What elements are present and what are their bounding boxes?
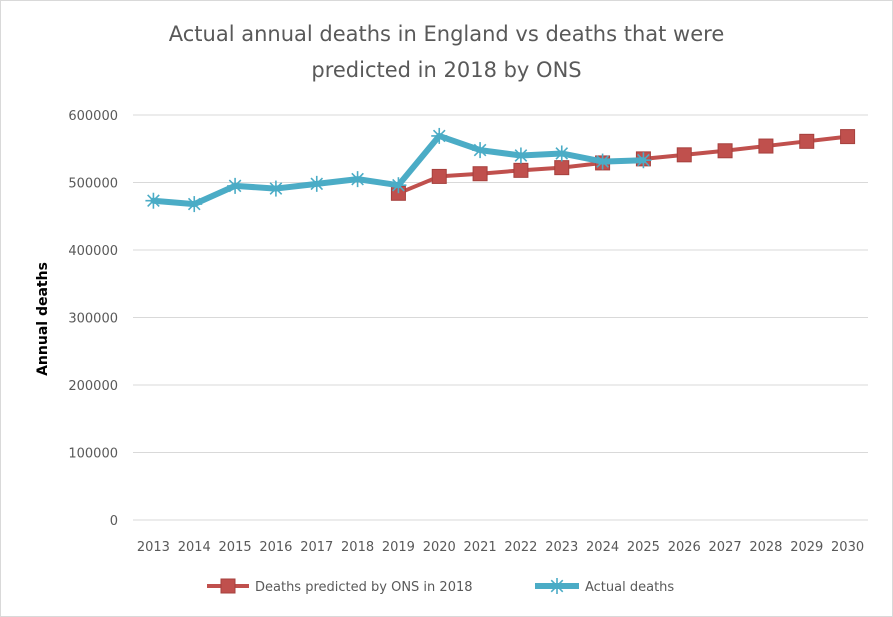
x-tick-label-2027: 2027 <box>709 540 742 555</box>
legend-label-1: Actual deaths <box>585 580 674 595</box>
y-axis-ticks: 0 100000 200000 300000 400000 500000 600000 <box>68 109 118 529</box>
x-tick-label-2022: 2022 <box>504 540 537 555</box>
data-point-1-2018 <box>350 171 366 187</box>
y-tick-label-300000: 300000 <box>68 312 118 327</box>
data-point-1-2022 <box>513 148 529 164</box>
y-axis-label: Annual deaths <box>35 262 51 376</box>
x-tick-label-2029: 2029 <box>790 540 823 555</box>
x-tick-label-2026: 2026 <box>668 540 701 555</box>
data-point-0-2021 <box>473 167 487 181</box>
x-tick-label-2030: 2030 <box>831 540 864 555</box>
legend-marker-1 <box>549 578 565 594</box>
x-tick-label-2023: 2023 <box>545 540 578 555</box>
x-tick-label-2017: 2017 <box>300 540 333 555</box>
data-point-1-2020 <box>431 128 447 144</box>
gridlines <box>133 115 868 520</box>
data-point-0-2029 <box>800 134 814 148</box>
data-point-1-2021 <box>472 142 488 158</box>
series-0 <box>391 130 854 201</box>
data-point-1-2025 <box>635 152 651 168</box>
x-tick-label-2021: 2021 <box>464 540 497 555</box>
data-point-1-2015 <box>227 178 243 194</box>
legend-marker-0 <box>221 579 235 593</box>
y-tick-label-500000: 500000 <box>68 177 118 192</box>
x-tick-label-2015: 2015 <box>219 540 252 555</box>
data-point-0-2028 <box>759 139 773 153</box>
x-tick-label-2013: 2013 <box>137 540 170 555</box>
data-point-1-2013 <box>145 193 161 209</box>
x-axis-ticks: 2013 2014 2015 2016 2017 2018 2019 2020 2021 2022… <box>137 540 864 555</box>
data-point-1-2019 <box>390 177 406 193</box>
data-point-1-2024 <box>595 154 611 170</box>
data-point-0-2023 <box>555 161 569 175</box>
y-tick-label-200000: 200000 <box>68 379 118 394</box>
data-point-1-2017 <box>309 176 325 192</box>
legend-label-0: Deaths predicted by ONS in 2018 <box>255 580 473 595</box>
data-point-1-2014 <box>186 196 202 212</box>
data-point-1-2023 <box>554 145 570 161</box>
data-point-0-2020 <box>432 169 446 183</box>
data-point-1-2016 <box>268 181 284 197</box>
y-tick-label-100000: 100000 <box>68 447 118 462</box>
y-tick-label-400000: 400000 <box>68 244 118 259</box>
x-tick-label-2028: 2028 <box>749 540 782 555</box>
x-tick-label-2019: 2019 <box>382 540 415 555</box>
x-tick-label-2025: 2025 <box>627 540 660 555</box>
chart-svg: 0 100000 200000 300000 400000 500000 600000 20… <box>0 0 893 617</box>
legend: Deaths predicted by ONS in 2018 Actual de… <box>207 578 674 595</box>
x-tick-label-2014: 2014 <box>178 540 211 555</box>
y-tick-label-0: 0 <box>110 514 118 529</box>
x-tick-label-2016: 2016 <box>259 540 292 555</box>
data-point-0-2030 <box>841 130 855 144</box>
x-tick-label-2024: 2024 <box>586 540 619 555</box>
y-tick-label-600000: 600000 <box>68 109 118 124</box>
series-layer <box>145 128 854 212</box>
data-point-0-2026 <box>677 148 691 162</box>
x-tick-label-2020: 2020 <box>423 540 456 555</box>
x-tick-label-2018: 2018 <box>341 540 374 555</box>
data-point-0-2027 <box>718 144 732 158</box>
data-point-0-2022 <box>514 163 528 177</box>
